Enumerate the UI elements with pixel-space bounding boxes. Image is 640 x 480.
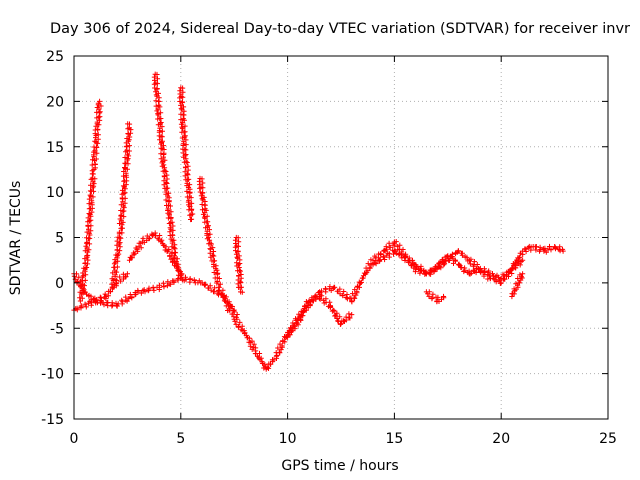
y-axis-label: SDTVAR / TECUs [8,181,24,296]
x-tick-label: 15 [385,431,403,447]
series-markers [232,234,245,295]
series-rise-1 [77,98,104,304]
x-tick-label: 20 [492,431,510,447]
axis-ticks: 0 5 10 15 20 25 -15 -10 -5 0 5 10 15 20 25 [41,49,617,447]
series-markers [423,289,447,305]
y-tick-label: -10 [41,367,64,383]
x-tick-label: 10 [279,431,297,447]
series-fall-2 [177,85,196,223]
y-tick-label: 25 [46,49,64,65]
series-markers [509,271,526,300]
x-axis-label: GPS time / hours [281,458,398,474]
series-fall-3 [196,175,240,320]
series-arc-3to5 [126,230,185,277]
x-tick-label: 0 [70,431,79,447]
y-tick-label: 5 [55,231,64,247]
y-tick-label: 20 [46,94,64,110]
series-fall-4 [232,234,245,295]
x-tick-label: 5 [176,431,185,447]
series-late-dip [509,271,526,300]
series-markers [177,85,196,223]
series-extra-band [370,247,526,282]
x-tick-label: 25 [599,431,617,447]
y-tick-label: 15 [46,140,64,156]
series-small-segment [423,289,447,305]
y-tick-label: 0 [55,276,64,292]
y-tick-label: -5 [50,321,64,337]
data-points [71,71,566,372]
plot-frame [73,55,609,420]
series-markers [196,175,240,320]
chart-title: Day 306 of 2024, Sidereal Day-to-day VTE… [50,21,630,37]
y-tick-label: 10 [46,185,64,201]
y-tick-label: -15 [41,412,64,428]
series-markers [126,230,185,277]
series-markers [77,98,104,304]
series-markers [370,247,526,282]
